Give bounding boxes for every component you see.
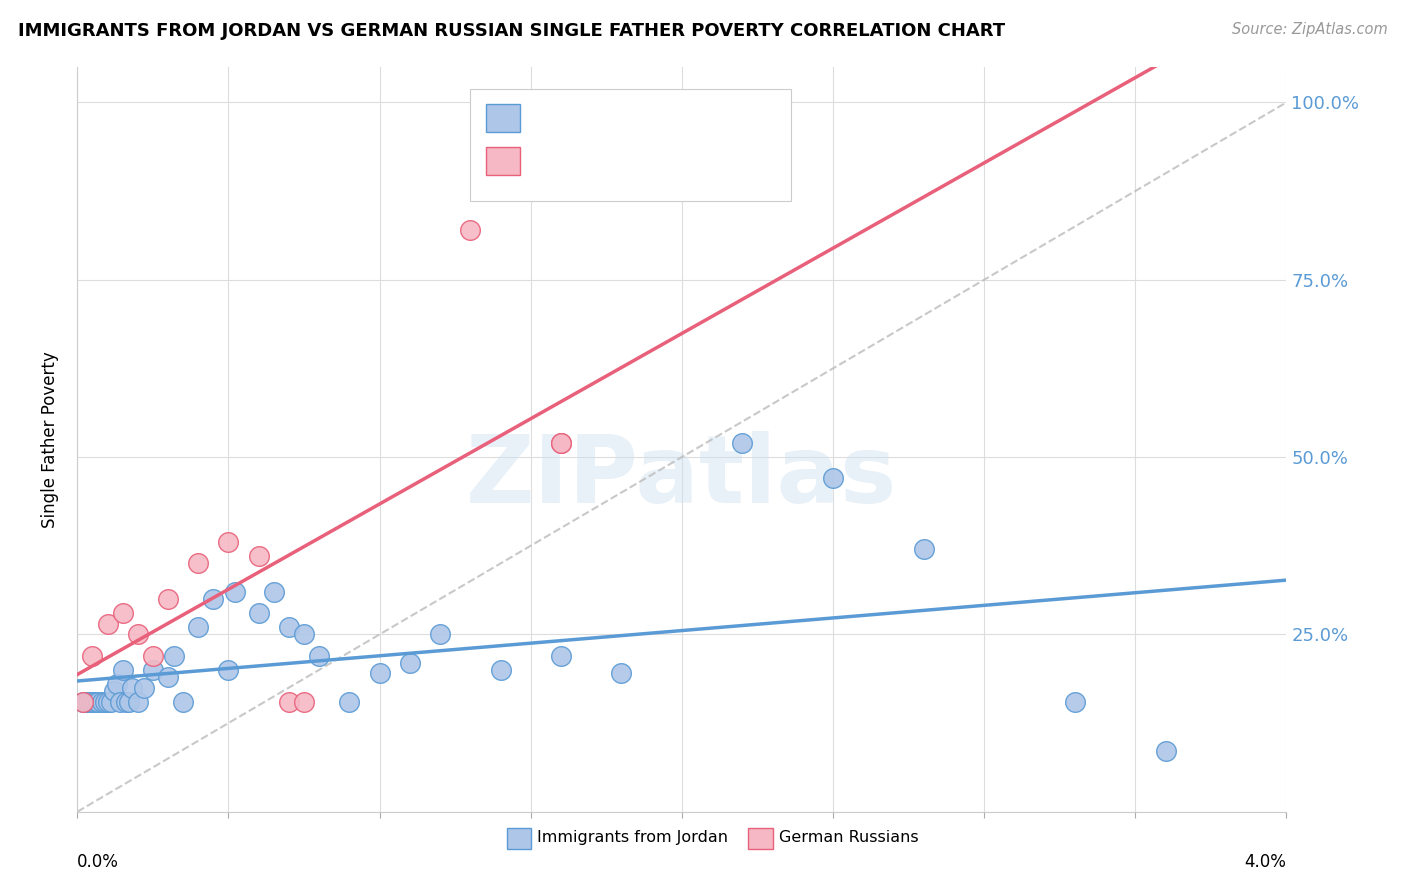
Point (90, 695, 112, 709)
Point (247, 606, 270, 620)
Point (1064, 695, 1087, 709)
Point (339, 695, 360, 709)
Point (127, 627, 149, 641)
Point (96, 616, 118, 631)
Text: ZIPatlas: ZIPatlas (467, 431, 897, 523)
Point (202, 591, 225, 606)
Point (108, 695, 131, 709)
Point (278, 695, 301, 709)
Point (127, 695, 149, 709)
Point (550, 435, 572, 450)
Point (429, 627, 451, 641)
Point (489, 663, 512, 677)
Point (263, 584, 285, 599)
Text: N = 44: N = 44 (664, 109, 731, 127)
Point (172, 695, 194, 709)
Point (114, 695, 136, 709)
Text: German Russians: German Russians (779, 830, 918, 846)
Text: 4.0%: 4.0% (1244, 853, 1286, 871)
Point (82, 648, 104, 663)
Point (157, 670, 180, 684)
Text: Immigrants from Jordan: Immigrants from Jordan (537, 830, 728, 846)
Point (118, 695, 141, 709)
Point (278, 620, 301, 634)
Point (87, 695, 110, 709)
Point (132, 681, 155, 695)
Text: R = 0.617: R = 0.617 (531, 151, 628, 169)
Point (187, 557, 209, 571)
Point (79, 695, 101, 709)
Y-axis label: Single Father Poverty: Single Father Poverty (41, 351, 59, 528)
Bar (486, 104, 520, 132)
Point (157, 591, 180, 606)
Bar (748, 828, 773, 849)
Text: R = 0.412: R = 0.412 (531, 109, 628, 127)
Point (142, 648, 165, 663)
Point (100, 695, 122, 709)
Point (105, 677, 128, 691)
Point (72, 695, 94, 709)
Point (163, 648, 186, 663)
Point (308, 648, 330, 663)
Point (187, 620, 209, 634)
Point (399, 656, 422, 670)
Point (82, 695, 104, 709)
Point (458, 223, 481, 237)
Point (731, 435, 754, 450)
Point (823, 471, 845, 485)
Text: Source: ZipAtlas.com: Source: ZipAtlas.com (1232, 22, 1388, 37)
Point (1154, 744, 1177, 758)
Point (111, 606, 134, 620)
Point (84, 695, 107, 709)
Point (368, 666, 391, 681)
Point (111, 663, 134, 677)
Text: 0.0%: 0.0% (77, 853, 120, 871)
Bar (506, 828, 531, 849)
Point (550, 435, 572, 450)
Point (224, 584, 246, 599)
Point (550, 648, 572, 663)
Text: IMMIGRANTS FROM JORDAN VS GERMAN RUSSIAN SINGLE FATHER POVERTY CORRELATION CHART: IMMIGRANTS FROM JORDAN VS GERMAN RUSSIAN… (18, 22, 1005, 40)
Point (610, 666, 633, 681)
Point (72, 695, 94, 709)
Point (103, 684, 125, 698)
Point (247, 549, 270, 564)
Point (218, 663, 240, 677)
Text: N = 15: N = 15 (664, 151, 731, 169)
Point (912, 542, 935, 557)
Point (218, 535, 240, 549)
Point (121, 681, 143, 695)
FancyBboxPatch shape (470, 89, 790, 201)
Point (75, 695, 97, 709)
Point (93, 695, 115, 709)
Point (96, 695, 118, 709)
Bar (486, 146, 520, 175)
Point (292, 627, 315, 641)
Point (142, 663, 165, 677)
Point (292, 695, 315, 709)
